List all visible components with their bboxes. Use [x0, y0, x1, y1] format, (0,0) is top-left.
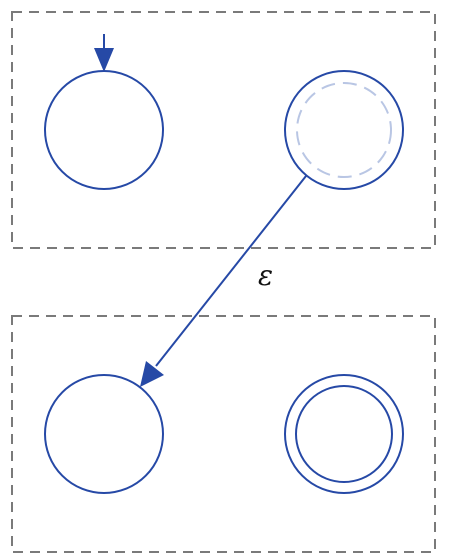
state-m2-accept-inner — [295, 385, 393, 483]
state-m2-start[interactable] — [44, 374, 164, 494]
machine-1-boundary — [11, 11, 436, 249]
state-m1-accept-removed-ring — [296, 82, 392, 178]
epsilon-transition-head — [140, 361, 164, 387]
machine-2-boundary — [11, 315, 436, 553]
state-m1-start[interactable] — [44, 70, 164, 190]
start-arrow-head — [94, 48, 114, 72]
epsilon-label: ε — [258, 259, 273, 292]
epsilon-transition-line — [155, 175, 307, 367]
state-m1-accept-outer[interactable] — [284, 70, 404, 190]
